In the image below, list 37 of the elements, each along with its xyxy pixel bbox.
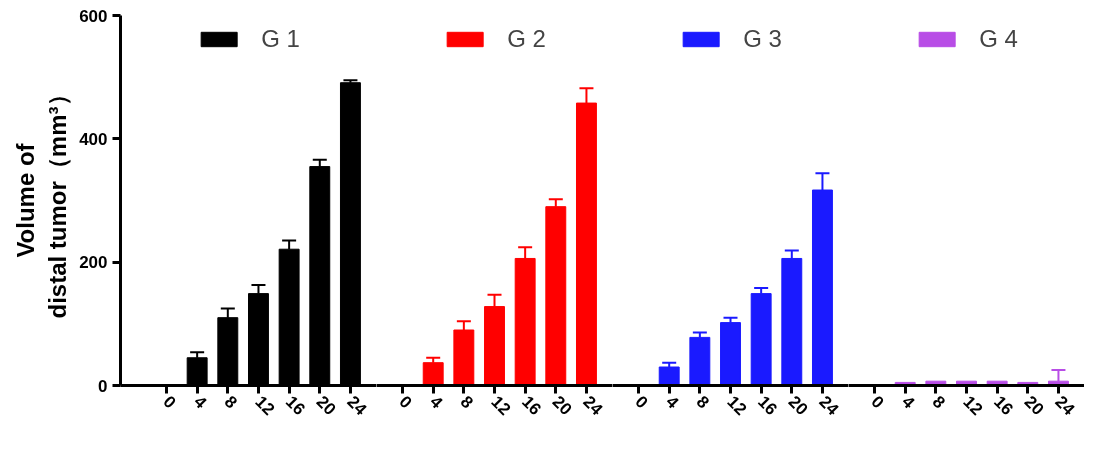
x-tick-label: 0 — [159, 392, 180, 413]
x-tick-label: 20 — [1020, 392, 1048, 419]
x-tick-label: 16 — [754, 392, 781, 419]
x-tick-label: 8 — [456, 392, 477, 413]
x-tick-label: 16 — [282, 392, 309, 419]
legend-label: G 2 — [507, 25, 546, 53]
x-tick-label: 0 — [631, 392, 652, 413]
x-tick-label: 8 — [692, 392, 713, 413]
y-axis-title: Volume of distal tumor（mm³） — [11, 82, 72, 319]
y-tick-label: 600 — [79, 6, 108, 26]
x-tick-label: 12 — [487, 392, 515, 419]
x-tick-label: 20 — [312, 392, 340, 419]
x-tick-label: 4 — [898, 392, 919, 413]
x-tick-label: 24 — [579, 392, 607, 420]
x-tick-label: 0 — [395, 392, 416, 413]
x-tick-label: 20 — [548, 392, 576, 419]
x-tick-label: 12 — [959, 392, 987, 419]
x-tick-label: 8 — [220, 392, 241, 413]
x-tick-label: 16 — [990, 392, 1017, 419]
x-tick-label: 0 — [867, 392, 888, 413]
x-tick-label: 24 — [815, 392, 843, 420]
legend-label: G 4 — [979, 25, 1018, 53]
x-tick-label: 8 — [928, 392, 949, 413]
x-tick-label: 4 — [426, 392, 447, 413]
x-tick-label: 16 — [518, 392, 545, 419]
x-tick-label: 20 — [784, 392, 812, 419]
x-tick-label: 12 — [723, 392, 751, 419]
x-tick-label: 12 — [251, 392, 279, 419]
x-tick-label: 24 — [343, 392, 371, 420]
x-tick-label: 24 — [1051, 392, 1079, 420]
y-tick-label: 400 — [79, 129, 108, 149]
y-tick-label: 0 — [98, 376, 108, 396]
legend-label: G 1 — [261, 25, 300, 53]
x-tick-label: 4 — [190, 392, 211, 413]
x-tick-label: 4 — [662, 392, 683, 413]
legend-label: G 3 — [743, 25, 782, 53]
y-tick-label: 200 — [79, 253, 108, 273]
